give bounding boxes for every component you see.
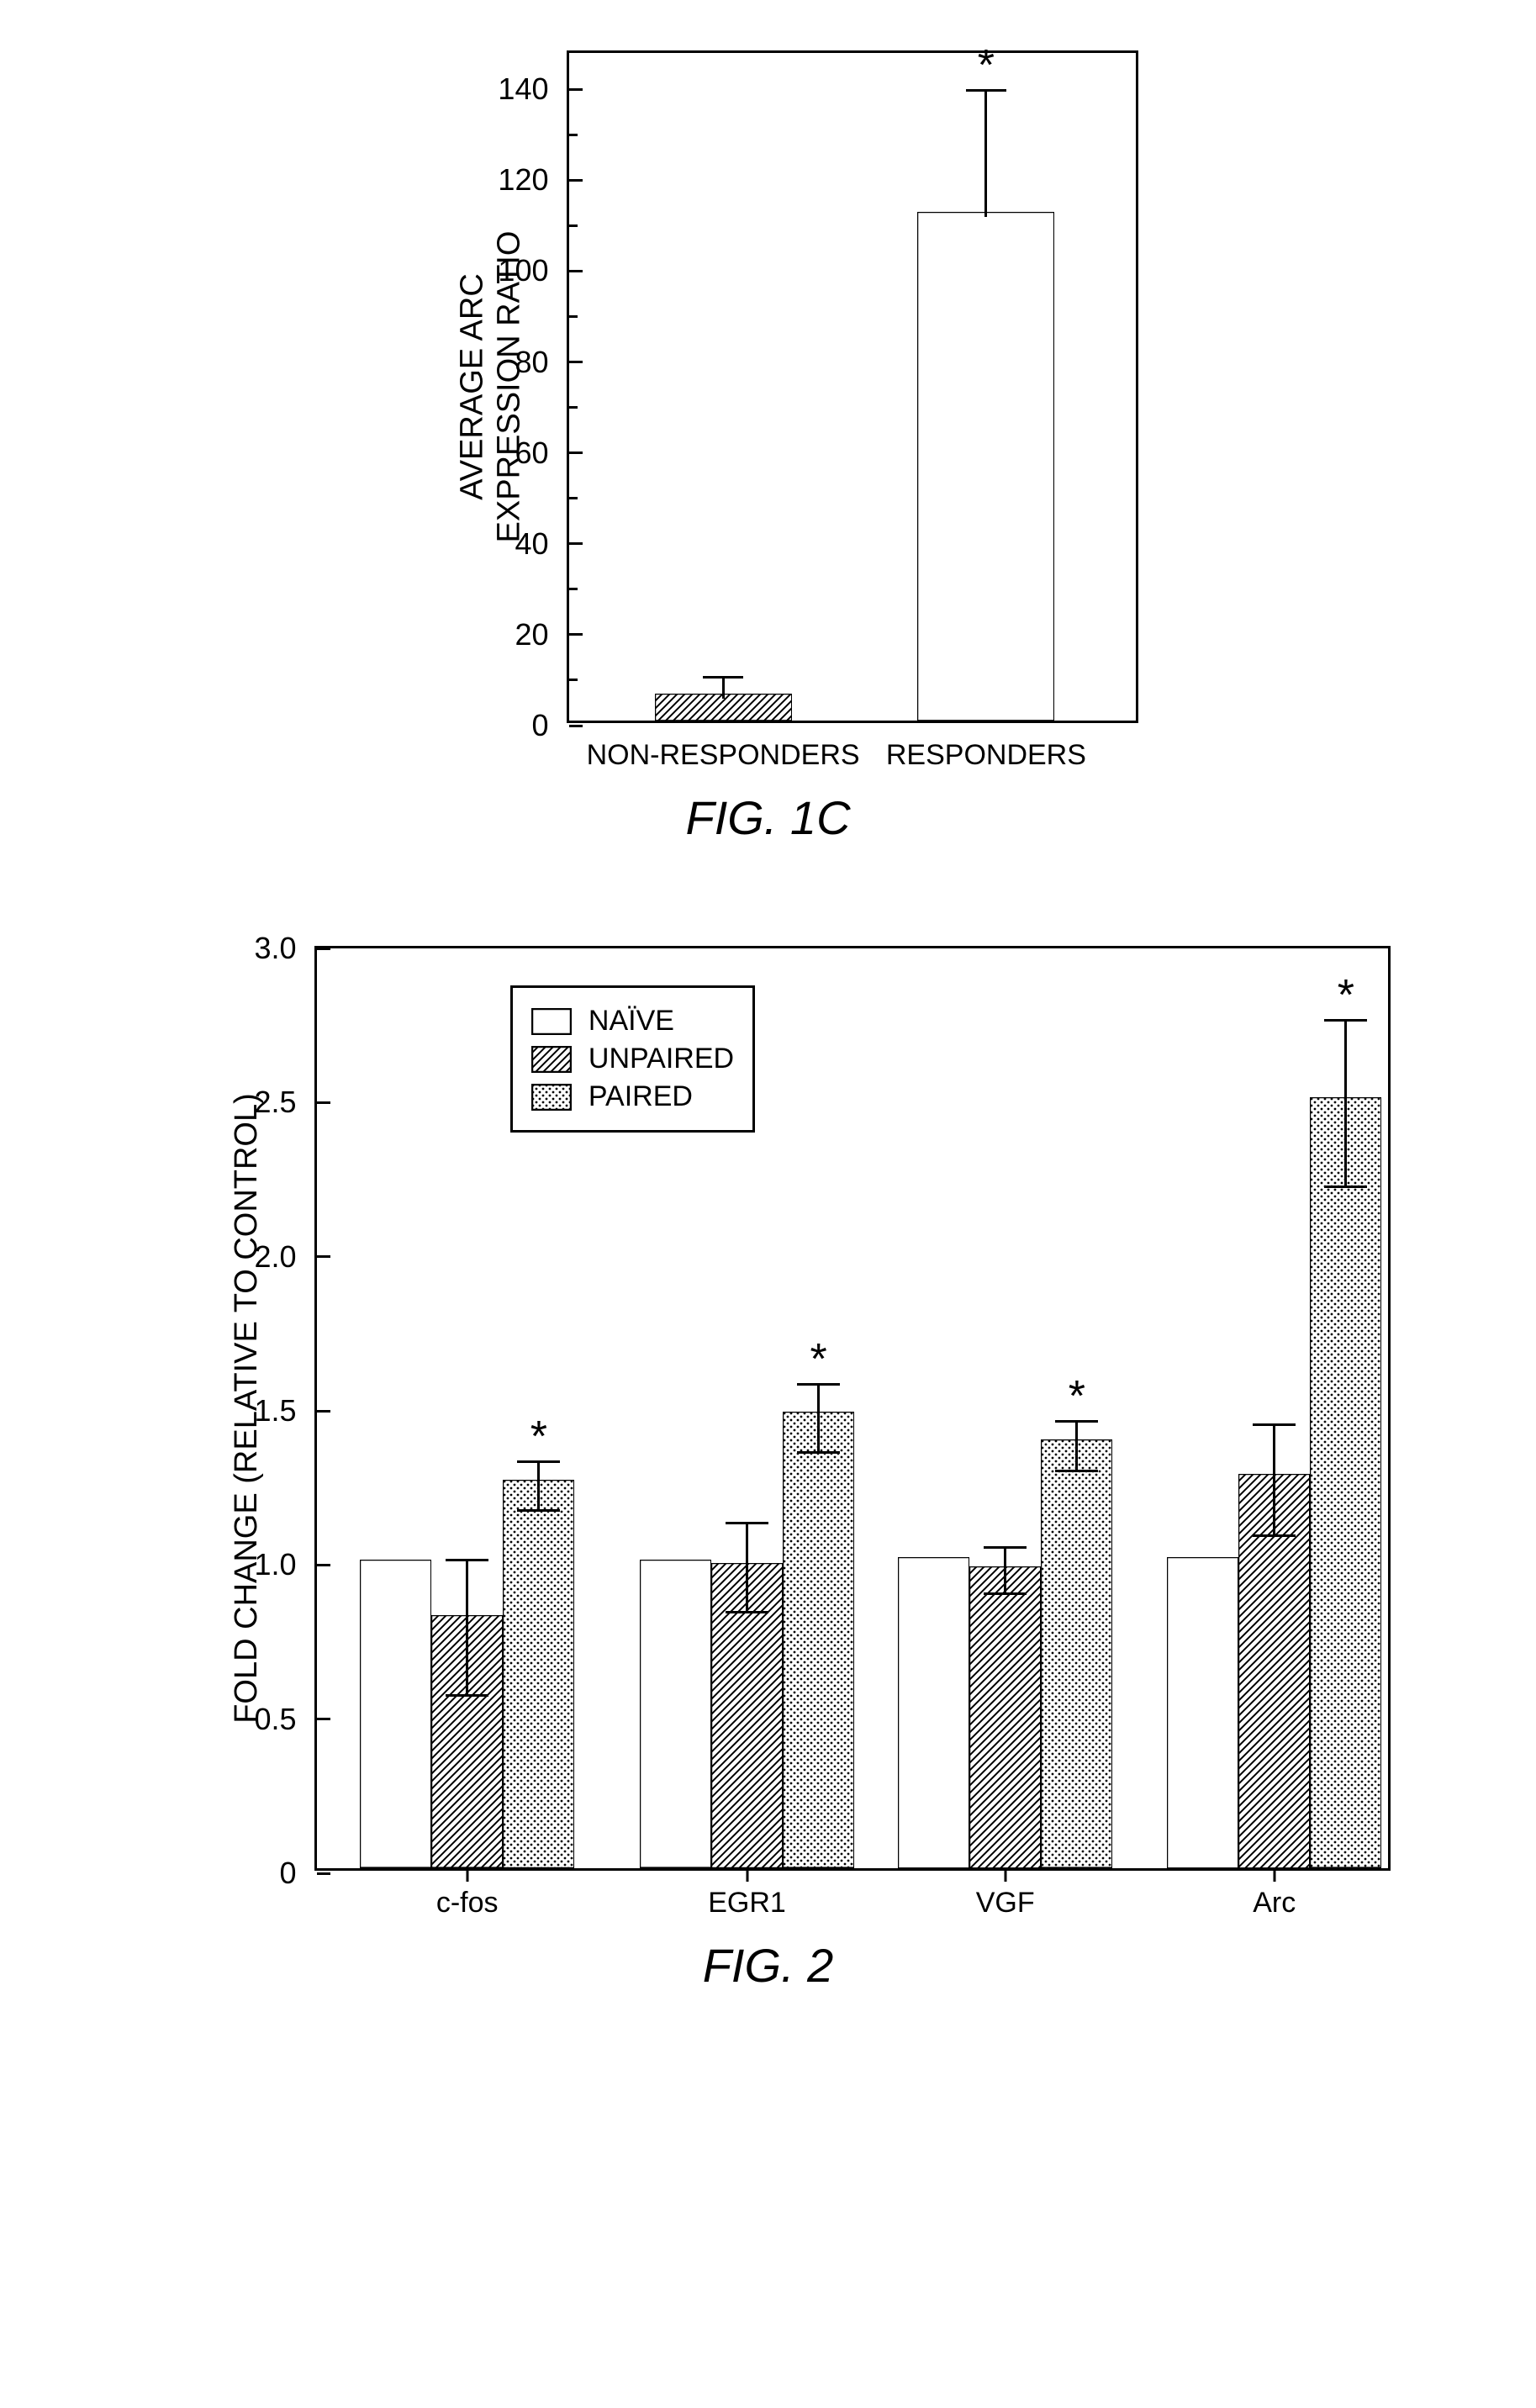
legend-swatch bbox=[531, 1008, 572, 1035]
error-bar-cap bbox=[446, 1694, 488, 1697]
error-bar-cap bbox=[1253, 1423, 1296, 1426]
legend-label: NAÏVE bbox=[589, 1005, 674, 1038]
error-bar-stem bbox=[746, 1568, 748, 1611]
error-bar-stem bbox=[466, 1559, 468, 1620]
legend-item: UNPAIRED bbox=[531, 1043, 734, 1075]
error-bar-stem bbox=[1075, 1420, 1078, 1444]
bar bbox=[1041, 1439, 1112, 1868]
significance-marker: * bbox=[1069, 1371, 1085, 1422]
significance-marker: * bbox=[530, 1412, 547, 1462]
bar bbox=[1310, 1097, 1381, 1868]
legend-label: PAIRED bbox=[589, 1080, 693, 1113]
caption-2: FIG. 2 bbox=[703, 1938, 834, 1993]
bar bbox=[898, 1557, 969, 1868]
caption-1c: FIG. 1C bbox=[685, 790, 850, 845]
legend-label: UNPAIRED bbox=[589, 1043, 734, 1075]
error-bar-stem bbox=[1273, 1479, 1275, 1534]
significance-marker: * bbox=[978, 40, 995, 91]
bar bbox=[969, 1566, 1041, 1868]
bar bbox=[783, 1412, 854, 1868]
error-bar-cap bbox=[1324, 1186, 1367, 1188]
error-bar-stem bbox=[537, 1485, 540, 1509]
x-tick-label: RESPONDERS bbox=[886, 739, 1086, 772]
chart-frame-2: 00.51.01.52.02.53.0NAÏVEUNPAIREDPAIRED*c… bbox=[314, 946, 1391, 1871]
error-bar-cap bbox=[797, 1451, 840, 1454]
legend-item: PAIRED bbox=[531, 1080, 734, 1113]
x-tick-label: VGF bbox=[976, 1887, 1035, 1920]
error-bar-stem bbox=[466, 1620, 468, 1694]
bar bbox=[503, 1480, 574, 1868]
error-bar-cap bbox=[1055, 1470, 1098, 1472]
y-axis-label-2: FOLD CHANGE (RELATIVE TO CONTROL) bbox=[229, 1093, 266, 1724]
figure-1c: 020406080100120140NON-RESPONDERS*RESPOND… bbox=[50, 50, 1486, 845]
error-bar-cap bbox=[726, 1611, 768, 1613]
y-tick-label: 20 bbox=[515, 617, 548, 652]
legend: NAÏVE UNPAIRED PAIRED bbox=[510, 985, 755, 1133]
x-tick-label: NON-RESPONDERS bbox=[587, 739, 860, 772]
error-bar-stem bbox=[1273, 1423, 1275, 1479]
y-axis-label-line1: AVERAGE ARC bbox=[454, 273, 489, 500]
y-tick-label: 0 bbox=[531, 708, 548, 743]
error-bar-stem bbox=[1075, 1444, 1078, 1469]
error-bar-stem bbox=[722, 676, 725, 699]
error-bar-stem bbox=[1004, 1571, 1006, 1593]
x-tick-label: c-fos bbox=[436, 1887, 499, 1920]
error-bar-stem bbox=[984, 89, 987, 216]
error-bar-cap bbox=[517, 1509, 560, 1512]
figure-2: 00.51.01.52.02.53.0NAÏVEUNPAIREDPAIRED*c… bbox=[50, 946, 1486, 1993]
bar bbox=[917, 212, 1054, 721]
error-bar-stem bbox=[1344, 1102, 1347, 1186]
x-tick-label: Arc bbox=[1253, 1887, 1296, 1920]
error-bar-cap bbox=[726, 1522, 768, 1524]
error-bar-stem bbox=[537, 1460, 540, 1485]
y-tick-label: 0 bbox=[279, 1856, 296, 1891]
x-tick-label: EGR1 bbox=[708, 1887, 786, 1920]
y-tick-label: 3.0 bbox=[254, 931, 296, 966]
error-bar-cap bbox=[1253, 1534, 1296, 1537]
error-bar-cap bbox=[984, 1592, 1027, 1595]
bar bbox=[640, 1560, 711, 1868]
error-bar-stem bbox=[817, 1383, 820, 1417]
y-tick-label: 140 bbox=[498, 71, 548, 107]
significance-marker: * bbox=[1338, 970, 1354, 1021]
bar bbox=[1167, 1557, 1238, 1868]
bar bbox=[360, 1560, 431, 1868]
error-bar-stem bbox=[746, 1522, 748, 1568]
error-bar-stem bbox=[817, 1417, 820, 1450]
error-bar-stem bbox=[1004, 1546, 1006, 1571]
error-bar-cap bbox=[984, 1546, 1027, 1549]
error-bar-stem bbox=[1344, 1019, 1347, 1102]
y-axis-label-1c: AVERAGE ARC EXPRESSION RATIO bbox=[454, 231, 527, 543]
significance-marker: * bbox=[810, 1334, 826, 1385]
legend-swatch bbox=[531, 1046, 572, 1073]
chart-frame-1c: 020406080100120140NON-RESPONDERS*RESPOND… bbox=[567, 50, 1138, 723]
y-axis-label-line2: EXPRESSION RATIO bbox=[491, 231, 526, 543]
legend-swatch bbox=[531, 1084, 572, 1111]
error-bar-cap bbox=[703, 676, 743, 679]
error-bar-cap bbox=[446, 1559, 488, 1561]
y-tick-label: 120 bbox=[498, 162, 548, 198]
legend-item: NAÏVE bbox=[531, 1005, 734, 1038]
